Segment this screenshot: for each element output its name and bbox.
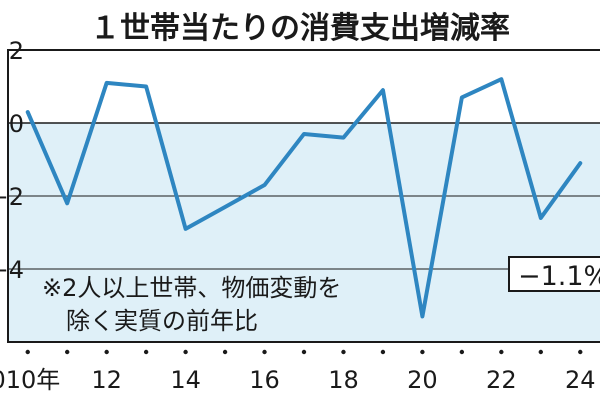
data-point-2020 xyxy=(420,314,424,318)
x-tick-dot-2022 xyxy=(499,349,504,355)
chart-title: １世帯当たりの消費支出増減率 xyxy=(90,11,510,46)
data-point-2015 xyxy=(223,205,227,209)
x-tick-dot-2014 xyxy=(183,349,188,355)
y-tick-label-3: −4 xyxy=(0,256,24,284)
data-point-2011 xyxy=(65,201,69,205)
x-tick-dot-2020 xyxy=(420,349,425,355)
y-tick-label-2: −2 xyxy=(0,183,24,211)
value-label: −1.1% xyxy=(518,261,600,292)
x-tick-label-2: 14 xyxy=(170,366,201,394)
data-point-2018 xyxy=(341,136,345,140)
x-tick-label-7: 24 xyxy=(565,366,596,394)
x-tick-dot-2018 xyxy=(341,349,346,355)
x-tick-label-6: 22 xyxy=(486,366,517,394)
x-tick-label-1: 12 xyxy=(91,366,122,394)
data-point-2012 xyxy=(105,81,109,85)
y-tick-label-0: 2 xyxy=(9,37,24,65)
x-tick-dot-2021 xyxy=(459,349,465,355)
x-tick-label-0: 2010年 xyxy=(0,366,60,394)
x-tick-label-4: 18 xyxy=(328,366,359,394)
data-point-2023 xyxy=(539,216,543,220)
x-tick-dot-2024 xyxy=(578,349,583,355)
x-tick-dot-2015 xyxy=(222,349,228,355)
data-point-2021 xyxy=(460,95,464,99)
data-point-2014 xyxy=(184,227,188,231)
x-tick-dot-2011 xyxy=(65,349,70,355)
x-tick-dot-2013 xyxy=(143,349,149,355)
x-tick-dot-2019 xyxy=(380,349,386,355)
negative-region-shading xyxy=(8,123,600,342)
x-tick-dot-2012 xyxy=(104,349,109,355)
value-label-box xyxy=(508,256,600,292)
data-point-2016 xyxy=(263,183,267,187)
x-tick-dot-2023 xyxy=(538,349,543,355)
y-tick-label-1: 0 xyxy=(9,110,24,138)
x-tick-label-3: 16 xyxy=(249,366,280,394)
data-point-2024 xyxy=(578,161,582,165)
data-point-2010 xyxy=(26,110,30,114)
chart-note-line-2: 除く実質の前年比 xyxy=(66,307,258,335)
x-tick-dot-2010 xyxy=(25,349,30,355)
data-point-2013 xyxy=(144,85,148,88)
x-tick-dot-2016 xyxy=(262,349,267,355)
data-point-2019 xyxy=(381,88,385,92)
chart-note-line-1: ※2人以上世帯、物価変動を xyxy=(42,274,341,302)
data-point-2022 xyxy=(499,77,503,81)
data-point-2017 xyxy=(302,132,306,136)
x-tick-label-5: 20 xyxy=(407,366,438,394)
x-tick-dot-2017 xyxy=(301,349,307,355)
